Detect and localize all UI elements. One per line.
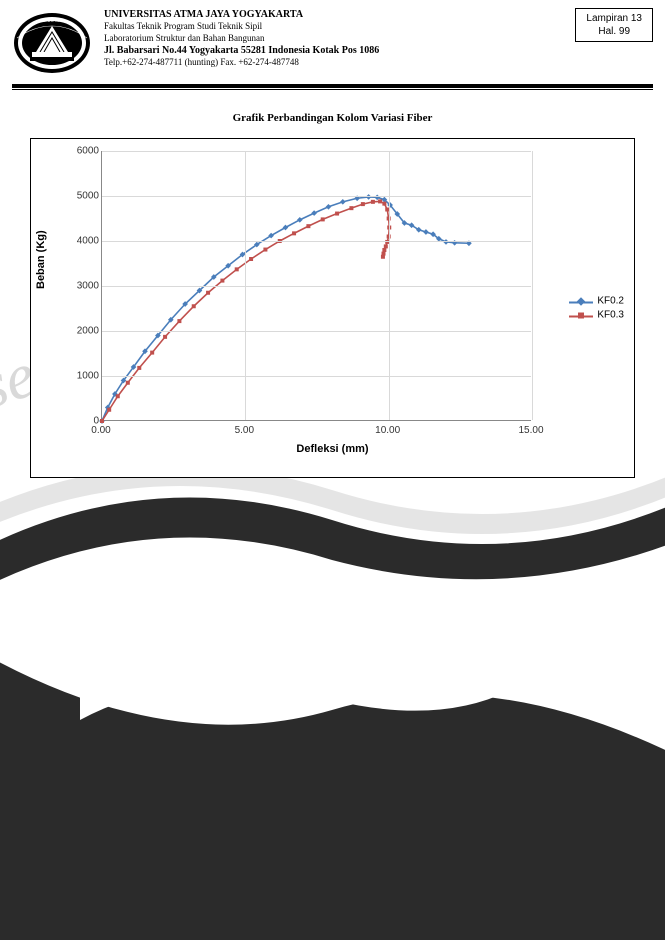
series-marker-KF0.3	[116, 394, 120, 398]
x-tick-label: 15.00	[518, 425, 543, 436]
gridline-h	[102, 196, 531, 197]
page-header: in lumine veritat UNIVERSITAS ATMA JAYA …	[0, 0, 665, 82]
series-marker-KF0.3	[382, 202, 386, 206]
series-marker-KF0.2	[340, 199, 346, 205]
x-tick-label: 0.00	[91, 425, 110, 436]
header-line3: Laboratorium Struktur dan Bahan Bangunan	[104, 33, 563, 45]
header-rule-thick	[12, 84, 653, 88]
series-marker-KF0.3	[220, 279, 224, 283]
university-logo: in lumine veritat	[12, 8, 92, 78]
watermark-swoosh-bottom	[0, 600, 665, 940]
header-line4: Jl. Babarsari No.44 Yogyakarta 55281 Ind…	[104, 44, 563, 57]
series-marker-KF0.3	[381, 255, 385, 259]
series-marker-KF0.3	[361, 202, 365, 206]
appendix-line1: Lampiran 13	[586, 12, 642, 25]
series-marker-KF0.2	[326, 204, 332, 210]
series-marker-KF0.3	[249, 257, 253, 261]
series-marker-KF0.3	[177, 319, 181, 323]
series-marker-KF0.3	[349, 206, 353, 210]
y-tick-label: 5000	[69, 191, 99, 202]
series-marker-KF0.3	[382, 248, 386, 252]
y-tick-label: 2000	[69, 326, 99, 337]
series-marker-KF0.3	[107, 408, 111, 412]
y-tick-label: 3000	[69, 281, 99, 292]
header-line1: UNIVERSITAS ATMA JAYA YOGYAKARTA	[104, 8, 563, 21]
y-tick-label: 1000	[69, 371, 99, 382]
series-line-KF0.2	[102, 197, 469, 421]
series-marker-KF0.3	[292, 231, 296, 235]
legend: KF0.2 KF0.3	[569, 293, 624, 324]
header-text-block: UNIVERSITAS ATMA JAYA YOGYAKARTA Fakulta…	[104, 8, 563, 69]
series-marker-KF0.2	[423, 229, 429, 235]
legend-swatch	[569, 310, 593, 320]
series-marker-KF0.3	[235, 267, 239, 271]
header-line2: Fakultas Teknik Program Studi Teknik Sip…	[104, 21, 563, 33]
series-marker-KF0.3	[206, 291, 210, 295]
legend-swatch	[569, 296, 593, 306]
x-tick-label: 5.00	[235, 425, 254, 436]
watermark-swoosh-top	[0, 460, 665, 600]
series-marker-KF0.3	[126, 381, 130, 385]
series-marker-KF0.3	[100, 419, 104, 423]
series-marker-KF0.3	[192, 304, 196, 308]
gridline-h	[102, 331, 531, 332]
chart-frame: Beban (Kg) Defleksi (mm) KF0.2KF0.3 0100…	[30, 138, 635, 478]
y-axis-label: Beban (Kg)	[35, 230, 47, 289]
gridline-h	[102, 151, 531, 152]
y-tick-label: 6000	[69, 146, 99, 157]
series-marker-KF0.2	[297, 217, 303, 223]
x-axis-label: Defleksi (mm)	[31, 443, 634, 455]
y-tick-label: 4000	[69, 236, 99, 247]
legend-item-KF0.3: KF0.3	[569, 310, 624, 321]
gridline-h	[102, 376, 531, 377]
series-marker-KF0.3	[306, 224, 310, 228]
plot-area	[101, 151, 531, 421]
appendix-box: Lampiran 13 Hal. 99	[575, 8, 653, 42]
gridline-v	[245, 151, 246, 420]
series-marker-KF0.3	[371, 200, 375, 204]
series-marker-KF0.2	[311, 210, 317, 216]
gridline-h	[102, 241, 531, 242]
header-rule-thin	[12, 89, 653, 90]
legend-item-KF0.2: KF0.2	[569, 296, 624, 307]
series-marker-KF0.3	[137, 366, 141, 370]
legend-label: KF0.2	[597, 296, 624, 307]
x-tick-label: 10.00	[375, 425, 400, 436]
page: in lumine veritat UNIVERSITAS ATMA JAYA …	[0, 0, 665, 478]
gridline-v	[532, 151, 533, 420]
series-marker-KF0.3	[163, 335, 167, 339]
series-marker-KF0.3	[263, 248, 267, 252]
header-line5: Telp.+62-274-487711 (hunting) Fax. +62-2…	[104, 57, 563, 69]
series-marker-KF0.3	[335, 212, 339, 216]
series-marker-KF0.3	[384, 244, 388, 248]
svg-text:in lumine veritat: in lumine veritat	[38, 18, 67, 23]
legend-label: KF0.3	[597, 310, 624, 321]
series-marker-KF0.3	[150, 351, 154, 355]
gridline-v	[389, 151, 390, 420]
appendix-line2: Hal. 99	[586, 25, 642, 38]
chart-caption: Grafik Perbandingan Kolom Variasi Fiber	[0, 112, 665, 124]
series-marker-KF0.3	[321, 217, 325, 221]
series-marker-KF0.3	[378, 199, 382, 203]
gridline-h	[102, 286, 531, 287]
